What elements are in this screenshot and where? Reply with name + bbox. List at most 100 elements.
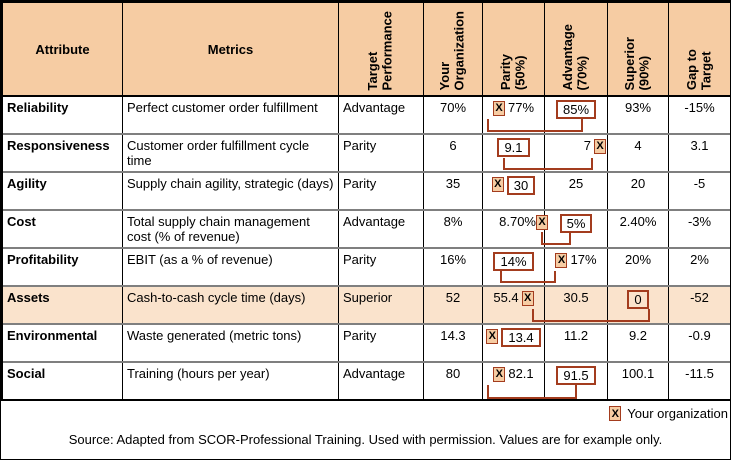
parity-cell: X 77% [482,97,544,133]
target-cell: Advantage [338,211,423,247]
metric-cell: Training (hours per year) [122,363,338,399]
advantage-value: 17% [570,252,597,267]
superior-cell: 100.1 [607,363,668,399]
your-org-marker-icon: X [486,329,499,344]
parity-cell: 9.1 [482,135,544,171]
target-cell: Parity [338,173,423,209]
advantage-value: 7 [583,138,591,153]
header-your-organization: Your Organization [423,3,482,95]
table-row-agility: Agility Supply chain agility, strategic … [3,171,730,209]
your-org-cell: 14.3 [423,325,482,361]
parity-cell: 8.70% X [482,211,548,247]
table-row-social: Social Training (hours per year) Advanta… [3,361,730,399]
table-row-profitability: Profitability EBIT (as a % of revenue) P… [3,247,730,285]
legend-label: Your organization [627,405,728,421]
superior-cell: 4 [607,135,668,171]
header-attribute: Attribute [35,41,90,57]
parity-cell: X 30 [482,173,544,209]
advantage-cell: X 17% [544,249,607,285]
attribute-cell: Profitability [7,252,79,267]
metric-cell: Perfect customer order fulfillment [122,97,338,133]
target-cell: Superior [338,287,423,323]
superior-cell: 20 [607,173,668,209]
advantage-cell: 25 [544,173,607,209]
superior-cell: 2.40% [607,211,668,247]
your-org-marker-icon: X [609,406,622,421]
gap-cell: -3% [668,211,730,247]
target-cell: Parity [338,249,423,285]
your-org-cell: 35 [423,173,482,209]
header-advantage: Advantage (70%) [544,3,607,95]
metric-cell: Customer order fulfillment cycle time [122,135,338,171]
your-org-marker-icon: X [493,367,506,382]
table-row-assets: Assets Cash-to-cash cycle time (days) Su… [3,285,730,323]
connector-line [503,158,593,170]
gap-cell: -11.5 [668,363,730,399]
your-org-marker-icon: X [594,139,606,154]
target-cell: Advantage [338,97,423,133]
header-superior: Superior (90%) [607,3,668,95]
target-value-box: 0 [627,290,649,309]
advantage-cell: 11.2 [544,325,607,361]
target-value-box: 85% [555,100,597,119]
your-org-marker-icon: X [536,215,548,230]
advantage-cell: 7 X [544,135,607,171]
table-row-environmental: Environmental Waste generated (metric to… [3,323,730,361]
gap-cell: 3.1 [668,135,730,171]
header-gap-to-target: Gap to Target [668,3,730,95]
superior-cell: 93% [607,97,668,133]
superior-cell: 0 [607,287,668,323]
parity-value: 8.70% [499,214,536,229]
source-note: Source: Adapted from SCOR-Professional T… [68,432,663,447]
parity-value: 55.4 [493,290,519,305]
attribute-cell: Agility [7,176,47,191]
header-parity: Parity (50%) [482,3,544,95]
table-row-reliability: Reliability Perfect customer order fulfi… [3,97,730,133]
your-org-marker-icon: X [492,101,505,116]
metric-cell: Waste generated (metric tons) [122,325,338,361]
parity-cell: 55.4 X [482,287,544,323]
attribute-cell: Reliability [7,100,69,115]
target-cell: Parity [338,325,423,361]
gap-cell: -52 [668,287,730,323]
your-org-cell: 80 [423,363,482,399]
metric-cell: Cash-to-cash cycle time (days) [122,287,338,323]
parity-cell: X 13.4 [482,325,544,361]
attribute-cell: Cost [7,214,36,229]
attribute-cell: Social [7,366,46,381]
your-org-marker-icon: X [521,291,534,306]
your-org-cell: 8% [423,211,482,247]
header-metrics: Metrics [122,3,338,95]
target-value-box: 9.1 [497,138,530,157]
your-org-cell: 16% [423,249,482,285]
header-target-performance: Target Performance [338,3,423,95]
advantage-cell: 85% [544,97,607,133]
your-org-marker-icon: X [555,253,568,268]
table-row-responsiveness: Responsiveness Customer order fulfillmen… [3,133,730,171]
gap-cell: -15% [668,97,730,133]
connector-line [532,309,650,322]
parity-cell: X 82.1 [482,363,544,399]
your-org-cell: 70% [423,97,482,133]
attribute-cell: Environmental [7,328,98,343]
superior-cell: 9.2 [607,325,668,361]
your-org-marker-icon: X [491,177,504,192]
connector-line [500,271,556,283]
table-header-row: Attribute Metrics Target Performance You… [3,3,730,97]
parity-cell: 14% [482,249,544,285]
your-org-cell: 52 [423,287,482,323]
attribute-cell: Assets [7,290,50,305]
superior-cell: 20% [607,249,668,285]
advantage-cell: 30.5 [544,287,607,323]
connector-line [487,385,577,399]
advantage-cell: 91.5 [544,363,607,399]
gap-cell: -0.9 [668,325,730,361]
metric-cell: Total supply chain management cost (% of… [122,211,338,247]
your-org-cell: 6 [423,135,482,171]
target-cell: Advantage [338,363,423,399]
target-value-box: 14% [493,252,534,271]
connector-line [541,232,571,245]
benchmark-table: Attribute Metrics Target Performance You… [1,1,730,401]
metric-cell: Supply chain agility, strategic (days) [122,173,338,209]
target-value-box: 30 [506,176,536,195]
